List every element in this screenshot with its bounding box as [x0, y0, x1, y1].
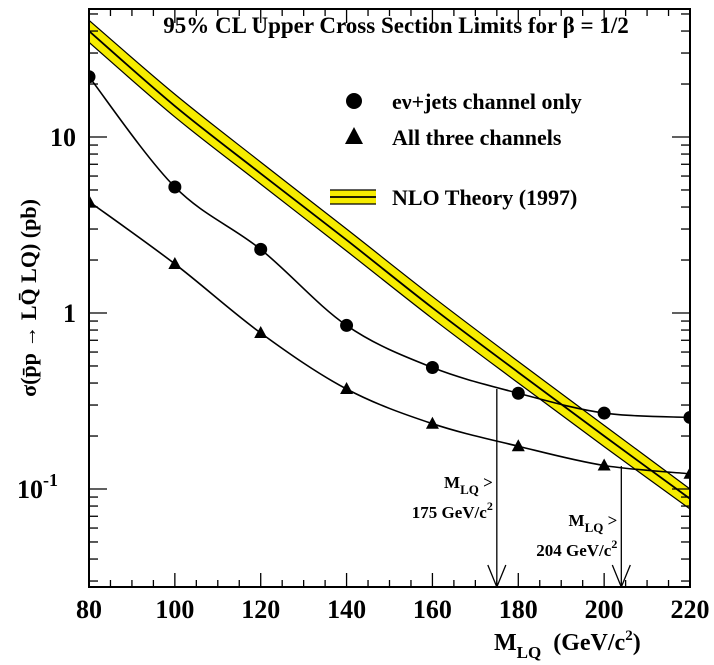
legend-label-enu: eν+jets channel only: [392, 89, 582, 114]
triangle-point-180: [511, 439, 525, 452]
x-tick-label-160: 160: [413, 595, 452, 624]
chart-title: 95% CL Upper Cross Section Limits for β …: [163, 13, 628, 38]
triangle-point-100: [168, 256, 182, 269]
circle-point-120: [254, 242, 268, 256]
y-tick-label-10: 10: [50, 123, 76, 152]
circle-point-220: [683, 410, 690, 424]
triangle-point-120: [254, 325, 268, 338]
triangle-point-80: [89, 194, 96, 207]
x-axis-label-unit: (GeV/c: [553, 630, 625, 656]
limit-label-204-line2: 204 GeV/c2: [536, 537, 617, 560]
circle-point-200: [597, 406, 611, 420]
circle-point-180: [511, 386, 525, 400]
legend: eν+jets channel only All three channels …: [330, 89, 582, 210]
theory-lower-edge: [89, 41, 690, 510]
y-tick-label-1: 1: [63, 299, 76, 328]
legend-label-theory: NLO Theory (1997): [392, 185, 577, 210]
theory-upper-edge: [89, 19, 690, 490]
theory-band: [89, 20, 690, 509]
y-axis-label: σ(p̄p → LQ̄ LQ) (pb): [16, 199, 41, 397]
x-tick-label-120: 120: [241, 595, 280, 624]
legend-circle-marker: [346, 93, 362, 109]
series-line-circle: [89, 76, 690, 419]
x-axis-label-main: M: [494, 630, 517, 656]
x-tick-label-180: 180: [499, 595, 538, 624]
limit-label-175-line2: 175 GeV/c2: [412, 499, 493, 522]
x-tick-label-100: 100: [155, 595, 194, 624]
limit-label-204-line1: MLQ >: [569, 511, 618, 535]
legend-label-all: All three channels: [392, 125, 562, 150]
triangle-point-160: [425, 416, 439, 429]
x-tick-label-220: 220: [671, 595, 710, 624]
x-tick-label-200: 200: [585, 595, 624, 624]
circle-point-160: [425, 361, 439, 375]
circle-point-140: [340, 318, 354, 332]
x-axis-label-sub: LQ: [517, 643, 542, 662]
plot-frame: [88, 8, 691, 588]
x-axis-label-unit-close: ): [633, 630, 641, 656]
circle-point-100: [168, 180, 182, 194]
x-axis-label: MLQ (GeV/c2): [494, 628, 641, 662]
x-axis-label-unit-sup: 2: [625, 628, 633, 644]
x-tick-label-140: 140: [327, 595, 366, 624]
circle-point-80: [89, 70, 96, 84]
x-tick-label-80: 80: [76, 595, 102, 624]
limit-label-175-line1: MLQ >: [444, 473, 493, 497]
legend-triangle-marker: [345, 127, 363, 144]
triangle-point-140: [340, 381, 354, 394]
triangle-point-200: [597, 458, 611, 471]
limit-arrow-head-175: [487, 564, 507, 587]
limit-arrow-head-204: [611, 564, 631, 587]
triangle-point-220: [683, 466, 690, 479]
y-tick-label-0.1: 10-1: [17, 470, 58, 504]
theory-central-line: [89, 30, 690, 500]
